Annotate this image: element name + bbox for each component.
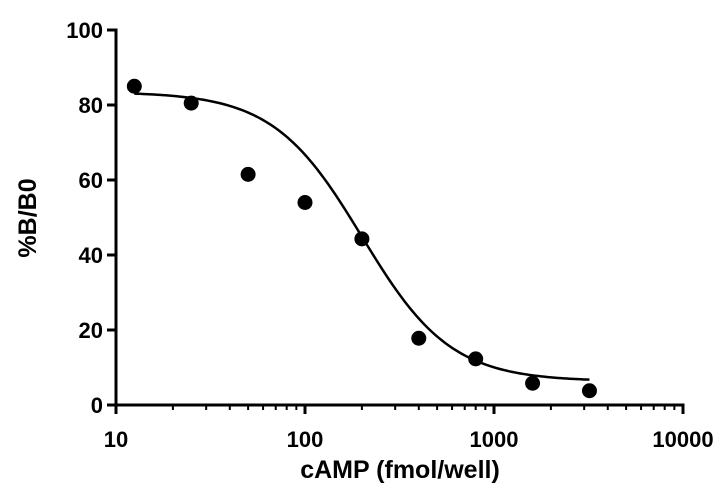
data-point xyxy=(581,383,597,399)
y-tick-label: 80 xyxy=(79,93,103,118)
y-tick-label: 20 xyxy=(79,318,103,343)
data-point xyxy=(525,375,541,391)
x-axis-title: cAMP (fmol/well) xyxy=(300,456,500,484)
y-tick-label: 100 xyxy=(66,18,103,43)
data-point xyxy=(468,351,484,367)
x-tick-label: 100 xyxy=(287,427,324,452)
y-axis-title: %B/B0 xyxy=(14,178,42,257)
data-points xyxy=(126,78,597,399)
plot-area xyxy=(126,78,597,399)
y-tick-label: 60 xyxy=(79,168,103,193)
x-axis: 10 100 1000 10000 xyxy=(104,403,714,452)
data-point xyxy=(411,330,427,346)
y-axis: 0 20 40 60 80 100 xyxy=(66,18,118,418)
x-tick-label: 10 xyxy=(104,427,128,452)
y-tick-label: 40 xyxy=(79,243,103,268)
data-point xyxy=(354,231,370,247)
data-point xyxy=(126,78,142,94)
data-point xyxy=(240,166,256,182)
x-tick-label: 10000 xyxy=(652,427,713,452)
x-tick-label: 1000 xyxy=(470,427,519,452)
data-point xyxy=(183,95,199,111)
y-tick-label: 0 xyxy=(91,393,103,418)
data-point xyxy=(297,195,313,210)
